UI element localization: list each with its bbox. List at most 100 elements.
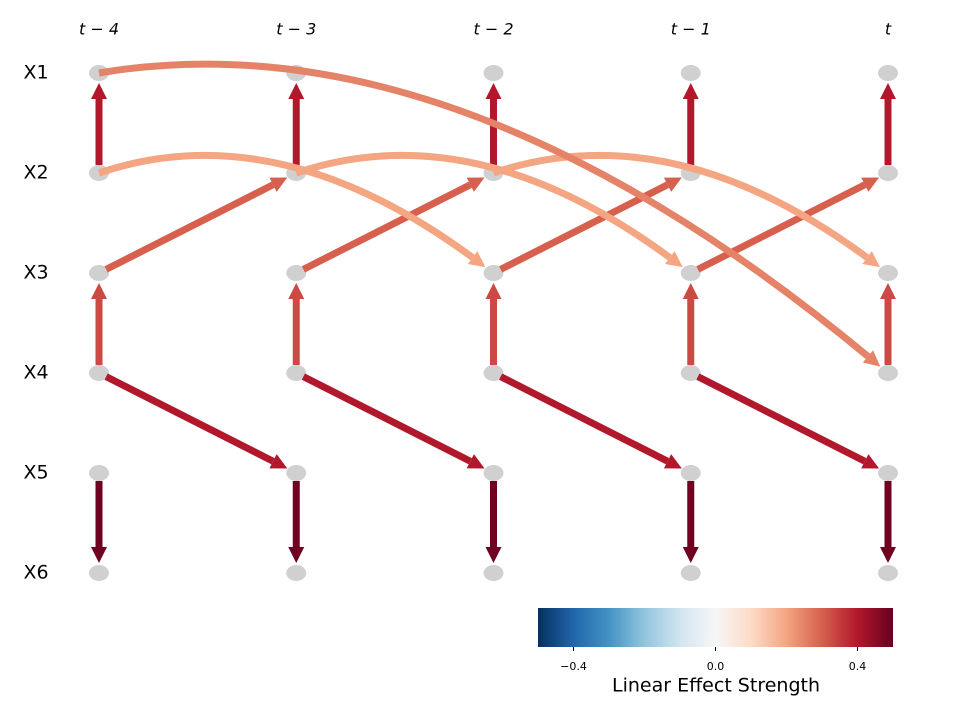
node [483, 465, 504, 481]
node [878, 365, 898, 381]
node [878, 565, 898, 581]
arrowhead [269, 454, 288, 469]
arrowhead [466, 454, 485, 469]
arrowhead [663, 454, 682, 469]
edge [492, 151, 880, 268]
colorbar-tick-label: 0.4 [849, 660, 867, 673]
node [680, 565, 701, 581]
edge [682, 481, 699, 563]
arrowhead [91, 283, 107, 299]
colorbar-tick-label: 0.0 [707, 660, 725, 673]
time-label: t − 4 [79, 20, 119, 39]
node [483, 265, 504, 281]
arrowhead [288, 547, 305, 563]
edge [880, 283, 896, 365]
edge [485, 83, 502, 165]
edge [485, 481, 502, 563]
edge [301, 177, 485, 273]
edge-line [492, 151, 870, 261]
edge [98, 60, 881, 367]
variable-label: X2 [23, 162, 48, 184]
edge [91, 283, 107, 365]
edge [295, 151, 683, 268]
edge [499, 373, 682, 469]
variable-label: X5 [23, 462, 48, 484]
edge [91, 83, 107, 165]
edge [288, 481, 305, 563]
edge-line [696, 181, 867, 273]
edge-line [104, 373, 275, 465]
time-label: t − 3 [276, 20, 316, 39]
edge [499, 177, 682, 273]
node [680, 465, 701, 481]
arrowhead [682, 547, 699, 563]
time-label: t − 1 [671, 20, 711, 39]
node [483, 365, 504, 381]
arrowhead [269, 177, 288, 192]
variable-label: X4 [23, 362, 48, 384]
edge [288, 83, 305, 165]
arrowhead [880, 283, 896, 299]
node [286, 365, 307, 381]
node [89, 565, 109, 581]
edge [880, 481, 896, 563]
arrowhead [466, 177, 485, 192]
edge [682, 83, 699, 165]
node [89, 365, 109, 381]
edge-line [301, 181, 472, 273]
node [89, 265, 109, 281]
node [483, 565, 504, 581]
arrowhead [862, 350, 881, 367]
edge [696, 177, 880, 273]
edge [696, 373, 880, 469]
node [878, 265, 898, 281]
arrowhead [288, 83, 305, 99]
variable-label: X1 [23, 62, 48, 84]
arrowhead [861, 454, 880, 469]
node [89, 465, 109, 481]
time-label: t [885, 20, 892, 39]
arrowhead [663, 177, 682, 192]
arrowhead [288, 283, 305, 299]
arrowhead [861, 177, 880, 192]
node [680, 365, 701, 381]
node [680, 65, 701, 81]
colorbar-label: Linear Effect Strength [612, 675, 820, 697]
time-label: t − 2 [473, 20, 513, 39]
arrowhead [485, 547, 502, 563]
edge-line [499, 373, 670, 465]
colorbar-tick-label: −0.4 [560, 660, 587, 673]
edge [682, 283, 699, 365]
arrowhead [862, 251, 880, 268]
arrowhead [91, 83, 107, 99]
edge-line [104, 181, 275, 273]
node [878, 165, 898, 181]
edge [880, 83, 896, 165]
node [286, 465, 307, 481]
arrowhead [880, 83, 896, 99]
node [680, 265, 701, 281]
node [286, 565, 307, 581]
arrowhead [467, 251, 486, 268]
node [286, 265, 307, 281]
edge [301, 373, 485, 469]
edge-line [98, 60, 871, 360]
arrowhead [880, 547, 896, 563]
arrowhead [682, 283, 699, 299]
edge [104, 177, 288, 273]
node [878, 65, 898, 81]
arrowhead [682, 83, 699, 99]
edge [91, 481, 107, 563]
variable-label: X3 [23, 262, 48, 284]
arrowhead [485, 83, 502, 99]
node [483, 65, 504, 81]
arrowhead [665, 251, 683, 268]
edge-line [301, 373, 472, 465]
variable-label: X6 [23, 562, 48, 584]
edge [104, 373, 288, 469]
edge [288, 283, 305, 365]
edge-line [295, 151, 672, 261]
colorbar [538, 608, 893, 647]
edge [97, 151, 486, 268]
arrowhead [91, 547, 107, 563]
